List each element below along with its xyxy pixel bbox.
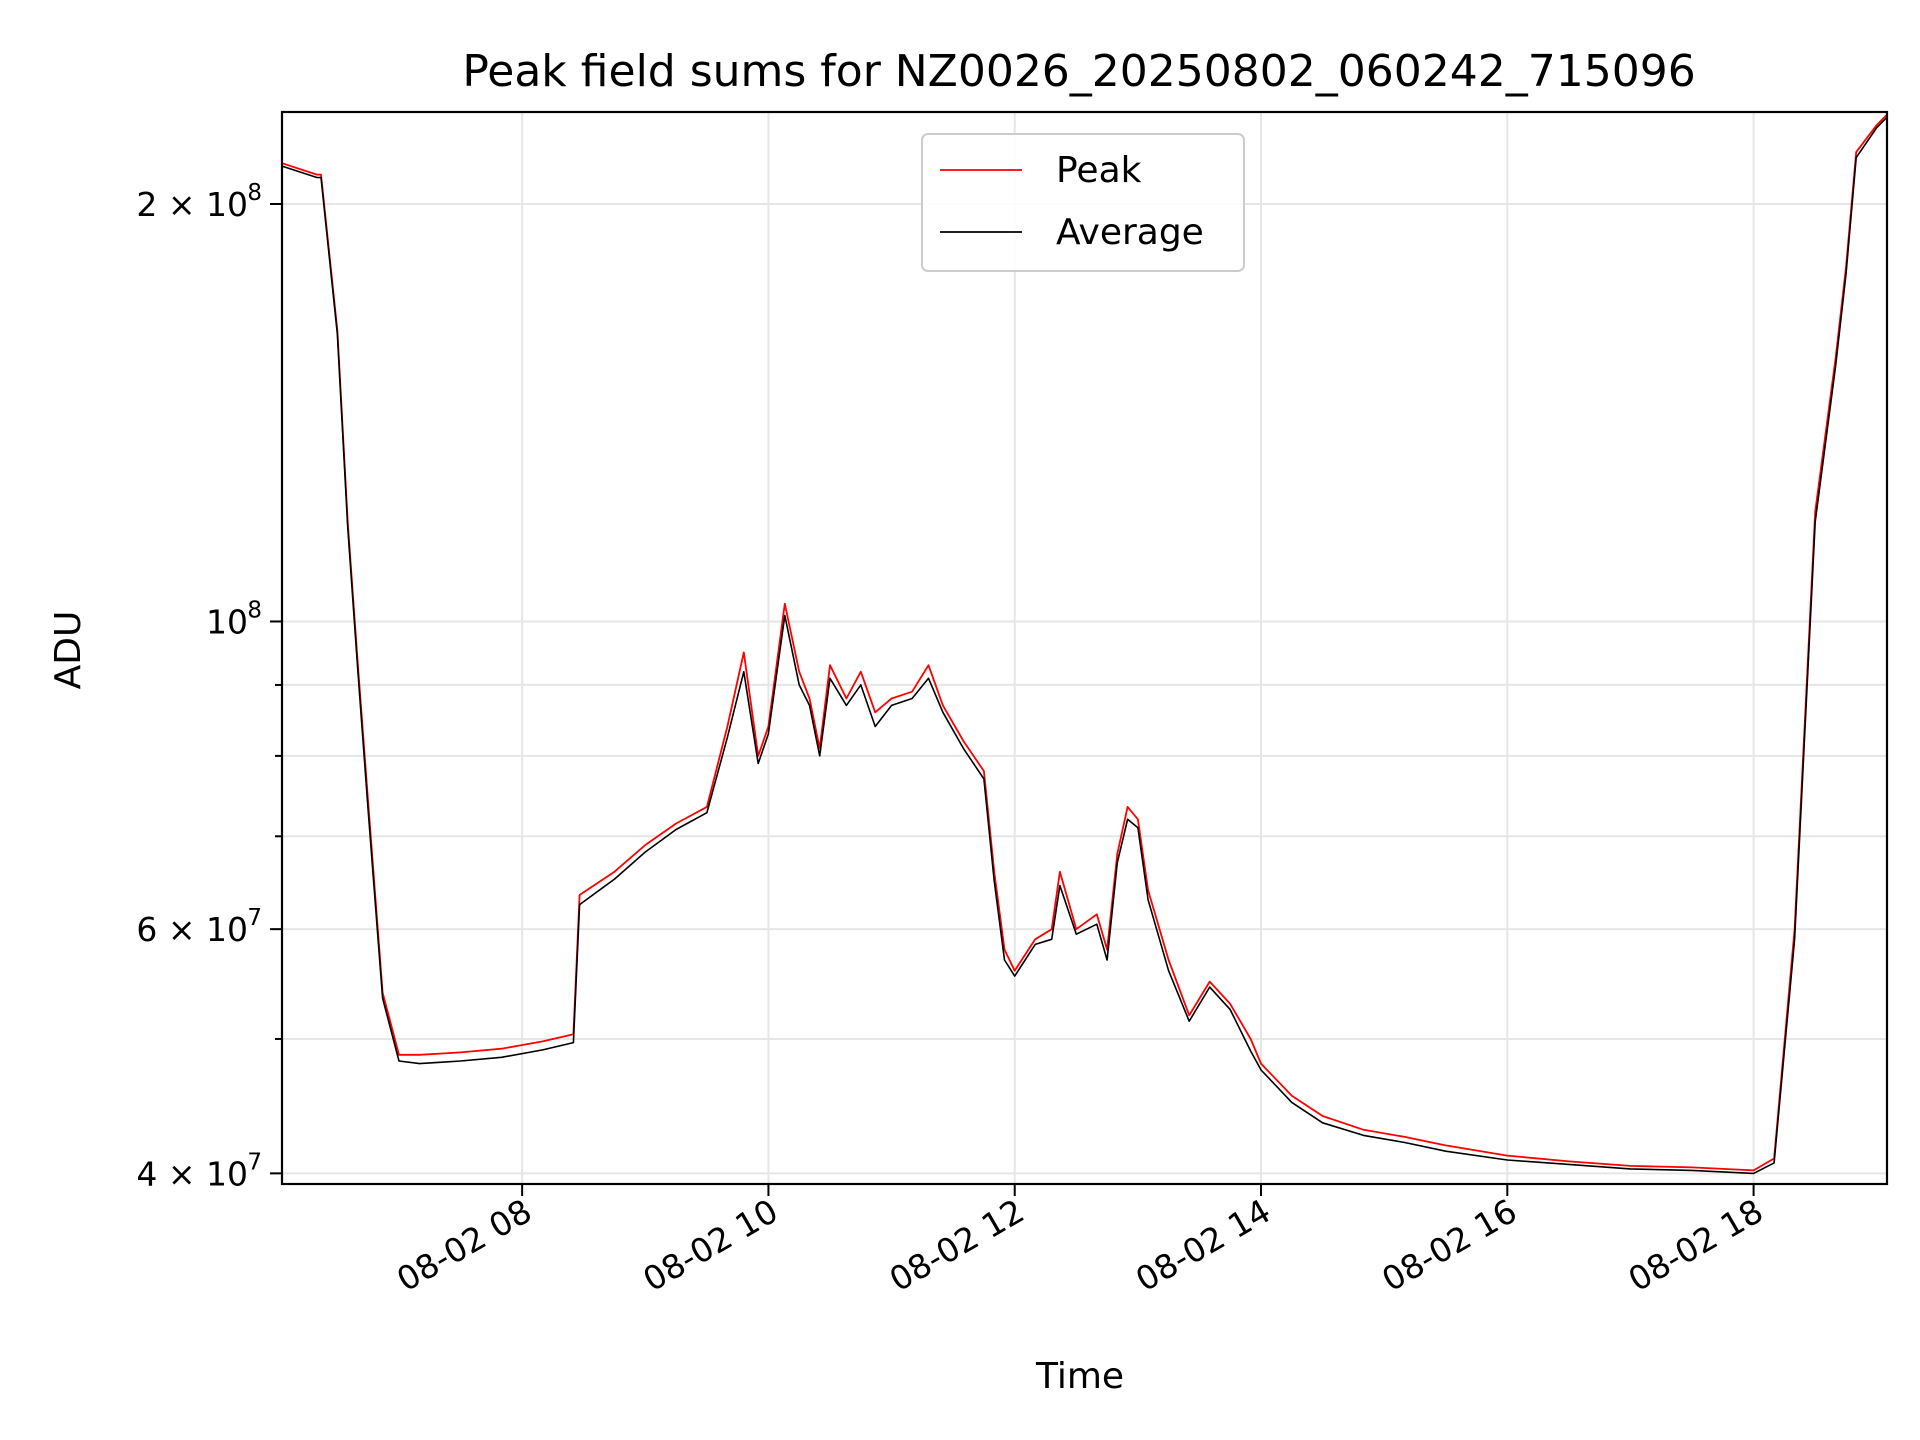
y-tick-label-base: 2 × 10 <box>136 185 248 224</box>
series-line-average <box>281 116 1888 1175</box>
y-tick-label-exponent: 7 <box>247 1149 262 1175</box>
y-tick-label-exponent: 7 <box>247 905 262 931</box>
y-tick-label: 2 × 10 <box>136 185 248 224</box>
x-axis-label: Time <box>1035 1356 1124 1397</box>
legend-label-average: Average <box>1056 212 1204 253</box>
y-tick-label-exponent: 8 <box>247 180 262 206</box>
x-axis-ticks: 08-02 08 08-02 10 08-02 12 08-02 14 08-02 16… <box>390 1184 1770 1299</box>
y-axis-label: ADU <box>48 611 89 690</box>
y-tick-label-base: 4 × 10 <box>136 1154 248 1193</box>
plot-frame <box>280 110 1889 1186</box>
x-tick-label: 08-02 12 <box>883 1191 1031 1299</box>
x-tick-label: 08-02 18 <box>1622 1191 1770 1299</box>
grid-lines <box>282 112 1887 1184</box>
legend-box <box>921 133 1245 272</box>
x-tick-label: 08-02 10 <box>636 1191 784 1299</box>
series-line-peak <box>281 113 1888 1172</box>
legend: Peak Average <box>921 133 1245 272</box>
series-lines <box>281 113 1888 1175</box>
y-tick-label-base: 6 × 10 <box>136 910 248 949</box>
y-tick-label: 6 × 10 <box>136 910 248 949</box>
x-tick-label: 08-02 16 <box>1375 1191 1523 1299</box>
y-tick-label: 4 × 10 <box>136 1154 248 1193</box>
chart-title: Peak field sums for NZ0026_20250802_0602… <box>462 46 1695 97</box>
legend-label-peak: Peak <box>1056 150 1142 191</box>
x-tick-label: 08-02 14 <box>1129 1191 1277 1299</box>
y-tick-label-base: 10 <box>206 602 248 641</box>
x-tick-label: 08-02 08 <box>390 1191 538 1299</box>
y-tick-label-exponent: 8 <box>247 597 262 623</box>
y-tick-label: 10 <box>206 602 248 641</box>
y-axis-ticks: 4 × 10 76 × 10 710 82 × 10 8 <box>136 180 282 1193</box>
